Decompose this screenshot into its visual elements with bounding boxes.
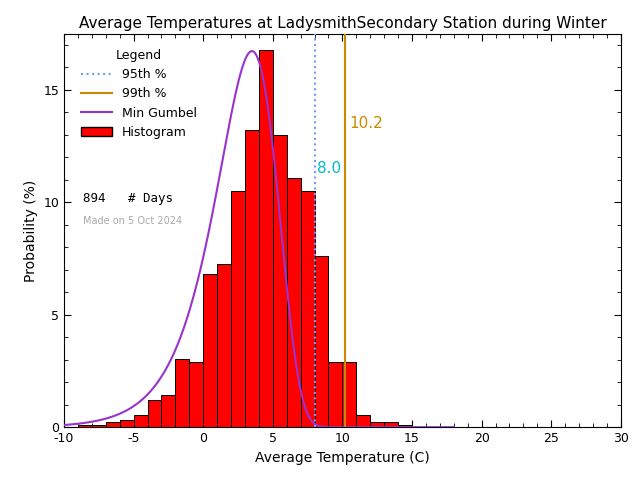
Y-axis label: Probability (%): Probability (%)	[24, 179, 38, 282]
Text: Made on 5 Oct 2024: Made on 5 Oct 2024	[83, 216, 182, 226]
Bar	[259, 50, 273, 427]
Bar	[384, 422, 398, 427]
X-axis label: Average Temperature (C): Average Temperature (C)	[255, 451, 430, 465]
Bar	[356, 415, 370, 427]
Text: 894   # Days: 894 # Days	[83, 192, 173, 205]
Bar	[120, 420, 134, 427]
Bar	[301, 191, 315, 427]
Bar	[92, 425, 106, 427]
Bar	[398, 425, 412, 427]
Bar	[147, 399, 161, 427]
Text: 10.2: 10.2	[349, 116, 383, 131]
Bar	[370, 422, 384, 427]
Bar	[134, 415, 147, 427]
Bar	[245, 130, 259, 427]
Bar	[328, 362, 342, 427]
Bar	[217, 264, 231, 427]
Legend: 95th %, 99th %, Min Gumbel, Histogram: 95th %, 99th %, Min Gumbel, Histogram	[76, 44, 202, 144]
Bar	[342, 362, 356, 427]
Bar	[287, 178, 301, 427]
Bar	[161, 395, 175, 427]
Bar	[78, 425, 92, 427]
Bar	[315, 256, 328, 427]
Bar	[231, 191, 245, 427]
Text: 8.0: 8.0	[317, 161, 342, 176]
Title: Average Temperatures at LadysmithSecondary Station during Winter: Average Temperatures at LadysmithSeconda…	[79, 16, 606, 31]
Bar	[175, 359, 189, 427]
Bar	[106, 422, 120, 427]
Bar	[204, 274, 217, 427]
Bar	[189, 362, 204, 427]
Bar	[273, 135, 287, 427]
